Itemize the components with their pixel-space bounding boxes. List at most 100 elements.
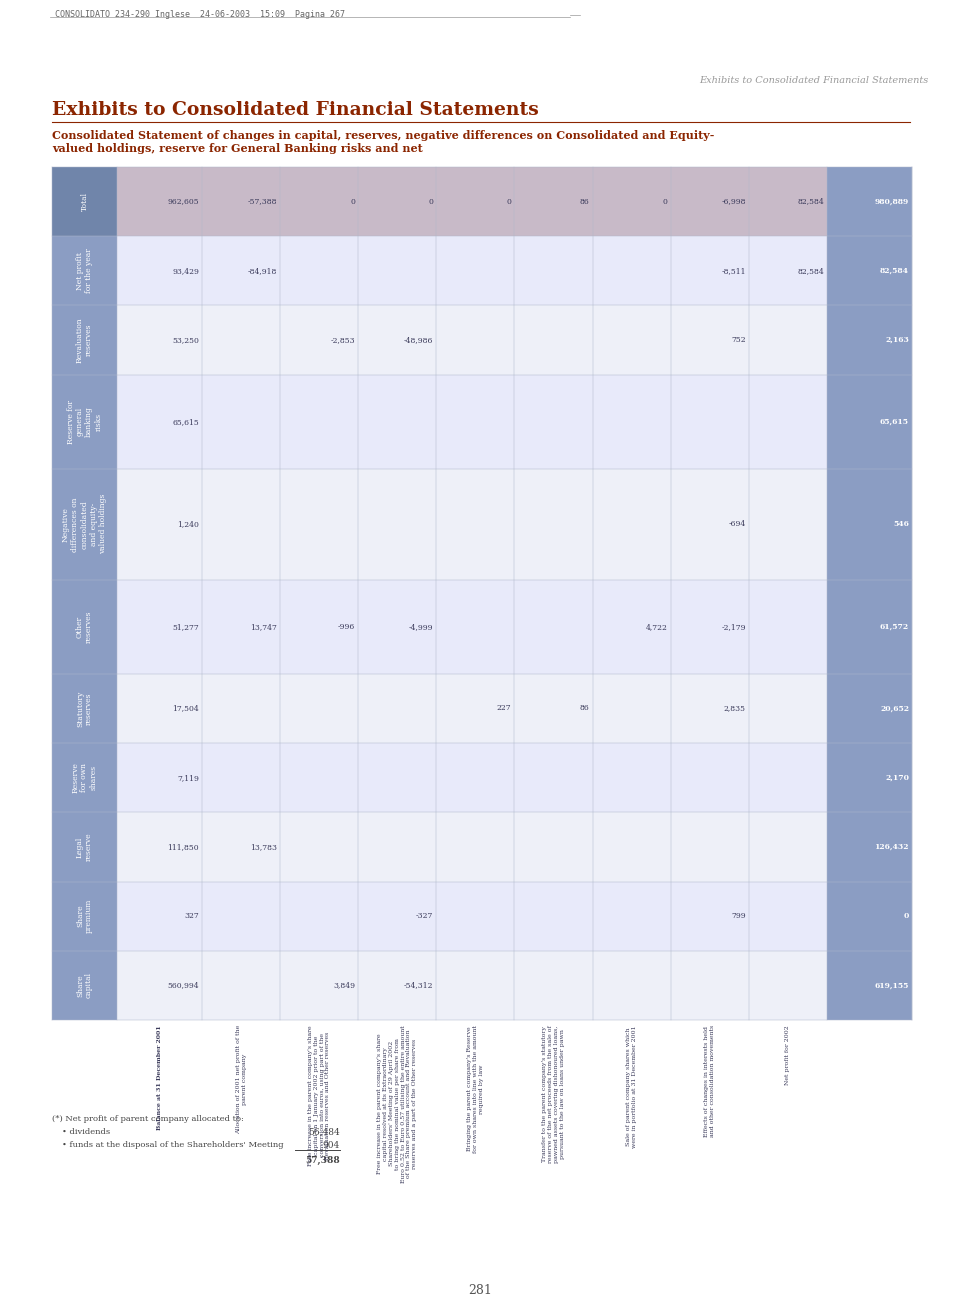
Bar xyxy=(203,813,280,881)
Bar xyxy=(827,305,912,375)
Bar xyxy=(827,375,912,468)
Text: 61,572: 61,572 xyxy=(880,623,909,631)
Text: Balance at 31 December 2002: Balance at 31 December 2002 xyxy=(867,1024,872,1130)
Text: 962,605: 962,605 xyxy=(168,197,199,205)
Bar xyxy=(827,673,912,743)
Text: Transfer to the parent company's statutory
reserve of the net proceeds from the : Transfer to the parent company's statuto… xyxy=(542,1024,564,1162)
Bar xyxy=(52,237,117,305)
Bar xyxy=(749,580,827,673)
Text: 65,615: 65,615 xyxy=(880,418,909,426)
Bar xyxy=(671,813,749,881)
Bar xyxy=(671,580,749,673)
Text: Revaluation
reserves: Revaluation reserves xyxy=(76,317,93,363)
Text: Net profit for 2002: Net profit for 2002 xyxy=(785,1024,790,1085)
Bar xyxy=(117,468,203,580)
Bar xyxy=(437,237,515,305)
Bar xyxy=(592,881,671,951)
Text: Legal
reserve: Legal reserve xyxy=(76,832,93,861)
Text: Share
premium: Share premium xyxy=(76,899,93,934)
Text: valued holdings, reserve for General Banking risks and net: valued holdings, reserve for General Ban… xyxy=(52,142,422,154)
Text: -57,388: -57,388 xyxy=(248,197,277,205)
Text: -4,999: -4,999 xyxy=(409,623,433,631)
Bar xyxy=(117,237,203,305)
Text: Other
reserves: Other reserves xyxy=(76,610,93,643)
Text: 86: 86 xyxy=(580,197,589,205)
Bar xyxy=(671,743,749,813)
Bar xyxy=(358,951,437,1020)
Bar xyxy=(592,951,671,1020)
Text: -8,511: -8,511 xyxy=(721,267,746,275)
Bar xyxy=(515,951,592,1020)
Bar xyxy=(827,813,912,881)
Text: Consolidated Statement of changes in capital, reserves, negative differences on : Consolidated Statement of changes in cap… xyxy=(52,129,714,141)
Bar xyxy=(592,468,671,580)
Bar xyxy=(671,375,749,468)
Bar xyxy=(437,167,515,237)
Text: 17,504: 17,504 xyxy=(173,705,199,713)
Bar xyxy=(117,375,203,468)
Text: 86: 86 xyxy=(580,705,589,713)
Bar xyxy=(437,468,515,580)
Text: 111,850: 111,850 xyxy=(168,843,199,851)
Bar xyxy=(280,881,358,951)
Bar xyxy=(358,743,437,813)
Text: 2,835: 2,835 xyxy=(724,705,746,713)
Bar xyxy=(749,375,827,468)
Text: 57,388: 57,388 xyxy=(305,1156,340,1165)
Bar xyxy=(117,305,203,375)
Text: -996: -996 xyxy=(338,623,355,631)
Text: 4,722: 4,722 xyxy=(646,623,667,631)
Bar xyxy=(515,580,592,673)
Bar xyxy=(52,305,117,375)
Bar xyxy=(52,951,117,1020)
Bar xyxy=(671,305,749,375)
Text: Share
capital: Share capital xyxy=(76,972,93,998)
Bar xyxy=(515,237,592,305)
Bar xyxy=(358,881,437,951)
Text: 51,277: 51,277 xyxy=(173,623,199,631)
Text: 53,250: 53,250 xyxy=(172,337,199,345)
Bar xyxy=(437,743,515,813)
Text: Free increase in the parent company's share
capital resolved at its Extraordinar: Free increase in the parent company's sh… xyxy=(377,1024,418,1182)
Bar xyxy=(592,580,671,673)
Text: Free increase in the parent company's share
capital on 1 January 2002 prior to t: Free increase in the parent company's sh… xyxy=(308,1024,330,1165)
Text: 752: 752 xyxy=(732,337,746,345)
Text: 560,994: 560,994 xyxy=(168,981,199,989)
Bar xyxy=(117,167,203,237)
Bar xyxy=(592,743,671,813)
Bar xyxy=(515,743,592,813)
Bar xyxy=(52,673,117,743)
Bar xyxy=(280,673,358,743)
Bar xyxy=(749,305,827,375)
Text: • funds at the disposal of the Shareholders' Meeting: • funds at the disposal of the Sharehold… xyxy=(62,1141,283,1149)
Bar xyxy=(358,468,437,580)
Bar xyxy=(592,375,671,468)
Text: 327: 327 xyxy=(184,913,199,920)
Bar xyxy=(280,813,358,881)
Bar xyxy=(749,673,827,743)
Text: Reserve
for own
shares: Reserve for own shares xyxy=(71,763,98,793)
Bar xyxy=(358,673,437,743)
Bar xyxy=(280,305,358,375)
Text: Balance at 31 December 2001: Balance at 31 December 2001 xyxy=(157,1024,162,1130)
Bar xyxy=(437,375,515,468)
Bar xyxy=(358,580,437,673)
Text: 799: 799 xyxy=(732,913,746,920)
Text: -48,986: -48,986 xyxy=(404,337,433,345)
Text: 904: 904 xyxy=(323,1141,340,1151)
Bar xyxy=(827,167,912,237)
Bar xyxy=(827,881,912,951)
Bar xyxy=(203,881,280,951)
Text: Total: Total xyxy=(81,192,88,212)
Bar xyxy=(358,813,437,881)
Bar xyxy=(671,468,749,580)
Bar xyxy=(749,813,827,881)
Bar xyxy=(280,951,358,1020)
Text: -2,179: -2,179 xyxy=(721,623,746,631)
Text: Allocation of 2001 net profit of the
parent company: Allocation of 2001 net profit of the par… xyxy=(236,1024,247,1135)
Text: 2,170: 2,170 xyxy=(885,773,909,781)
Text: Net profit
for the year: Net profit for the year xyxy=(76,249,93,293)
Bar xyxy=(749,167,827,237)
Bar xyxy=(749,237,827,305)
Text: 546: 546 xyxy=(893,521,909,529)
